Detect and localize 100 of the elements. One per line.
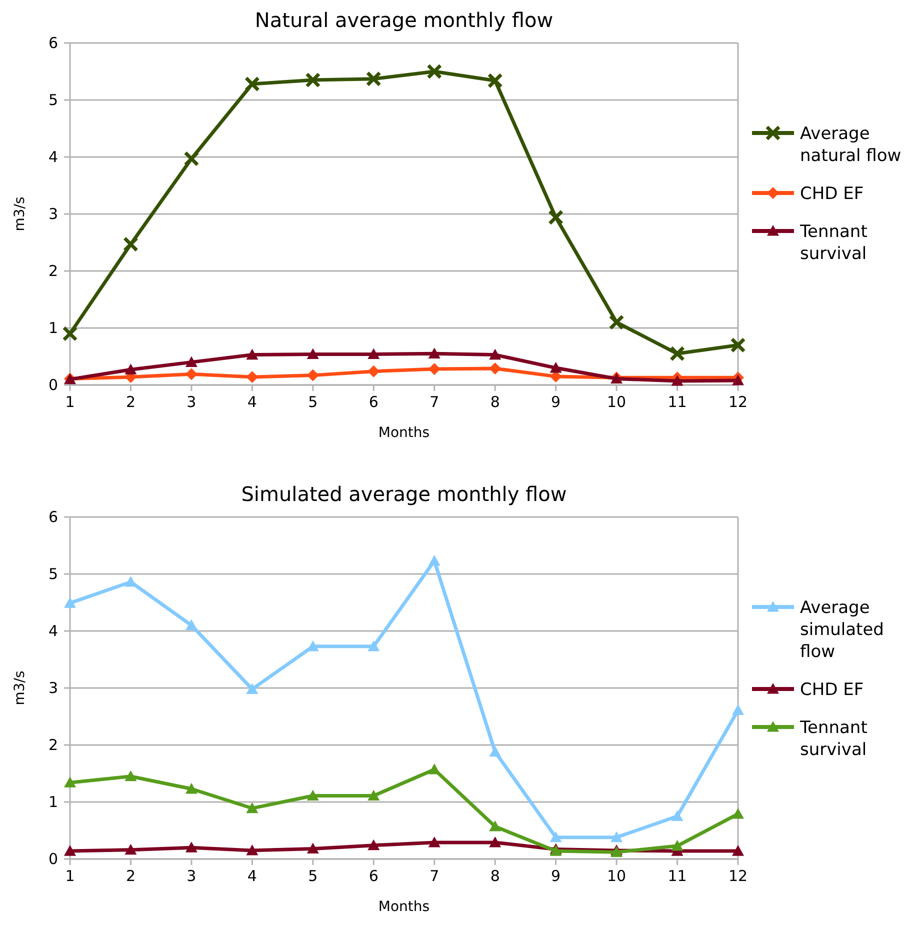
- x-tick-label: 1: [65, 393, 75, 411]
- x-tick-label: 1: [65, 867, 75, 885]
- x-tick-label: 9: [551, 393, 561, 411]
- chart-title: Natural average monthly flow: [254, 8, 554, 32]
- y-tick-label: 0: [48, 376, 58, 394]
- point: [428, 363, 440, 376]
- point: [489, 820, 502, 832]
- y-axis-title: m3/s: [12, 670, 28, 706]
- point: [64, 776, 76, 788]
- point: [428, 836, 440, 848]
- x-tick-label: 10: [607, 867, 626, 885]
- point: [306, 348, 319, 360]
- point: [368, 640, 380, 652]
- point: [550, 362, 562, 373]
- point: [124, 364, 137, 374]
- point: [489, 746, 502, 757]
- y-tick-label: 1: [48, 319, 58, 337]
- point: [608, 314, 624, 330]
- legend-label: Tennant survival: [799, 718, 868, 760]
- point: [64, 845, 76, 856]
- point: [184, 150, 200, 166]
- point: [185, 356, 198, 367]
- point: [246, 371, 258, 384]
- y-tick-label: 2: [48, 262, 58, 280]
- point: [428, 764, 440, 774]
- x-tick-label: 4: [247, 867, 257, 885]
- x-axis-title: Months: [378, 899, 430, 915]
- x-tick-label: 8: [490, 393, 500, 411]
- y-tick-label: 4: [48, 148, 58, 166]
- x-tick-label: 11: [668, 867, 687, 885]
- point: [185, 368, 198, 380]
- legend-label: Average simulated flow: [800, 598, 884, 662]
- point: [489, 348, 502, 360]
- point: [671, 840, 684, 851]
- point: [550, 831, 562, 842]
- x-tick-label: 10: [607, 393, 626, 411]
- legend-label: Tennant survival: [799, 222, 868, 264]
- point: [306, 369, 319, 382]
- y-tick-label: 3: [48, 205, 58, 223]
- y-tick-label: 3: [48, 679, 58, 697]
- point: [487, 72, 503, 88]
- x-tick-label: 5: [308, 867, 318, 885]
- point: [62, 326, 78, 342]
- point: [426, 64, 442, 80]
- point: [368, 365, 380, 378]
- x-tick-label: 12: [728, 867, 748, 885]
- point: [671, 375, 684, 386]
- y-tick-label: 0: [48, 850, 58, 868]
- point: [366, 71, 382, 87]
- x-tick-label: 4: [247, 393, 257, 411]
- point: [246, 802, 258, 814]
- point: [548, 210, 564, 226]
- x-tick-label: 6: [368, 867, 378, 885]
- x-tick-label: 6: [368, 393, 378, 411]
- x-tick-label: 3: [186, 867, 196, 885]
- y-tick-label: 1: [48, 793, 58, 811]
- point: [244, 76, 260, 92]
- point: [124, 844, 137, 855]
- y-tick-label: 6: [48, 34, 58, 52]
- point: [730, 337, 746, 353]
- y-axis-title: m3/s: [12, 196, 28, 232]
- x-tick-label: 11: [668, 393, 687, 411]
- point: [671, 810, 684, 822]
- x-tick-label: 9: [551, 867, 561, 885]
- point: [489, 836, 502, 848]
- point: [185, 619, 198, 630]
- point: [305, 72, 321, 88]
- point: [428, 554, 440, 566]
- point: [732, 704, 744, 716]
- y-tick-label: 2: [48, 736, 58, 754]
- point: [124, 770, 137, 782]
- point: [185, 842, 198, 852]
- legend-label: CHD EF: [800, 680, 864, 700]
- point: [185, 782, 198, 794]
- point: [306, 790, 319, 801]
- x-axis-title: Months: [378, 425, 430, 441]
- legend-label: CHD EF: [800, 184, 864, 204]
- point: [246, 348, 258, 360]
- point: [489, 362, 502, 374]
- point: [732, 845, 744, 856]
- point: [732, 808, 744, 819]
- y-tick-label: 5: [48, 91, 58, 109]
- x-tick-label: 3: [186, 393, 196, 411]
- legend-label: Average natural flow: [800, 124, 902, 166]
- point: [246, 844, 258, 856]
- point: [64, 597, 76, 608]
- x-tick-label: 2: [126, 393, 136, 411]
- point: [428, 348, 440, 358]
- point: [670, 346, 686, 362]
- y-tick-label: 6: [48, 508, 58, 526]
- point: [368, 839, 380, 850]
- x-tick-label: 7: [430, 867, 440, 885]
- chart-title: Simulated average monthly flow: [241, 482, 567, 506]
- x-tick-label: 7: [430, 393, 440, 411]
- point: [122, 236, 138, 252]
- point: [368, 348, 380, 360]
- x-tick-label: 2: [126, 867, 136, 885]
- x-tick-label: 8: [490, 867, 500, 885]
- y-tick-label: 4: [48, 622, 58, 640]
- point: [368, 790, 380, 801]
